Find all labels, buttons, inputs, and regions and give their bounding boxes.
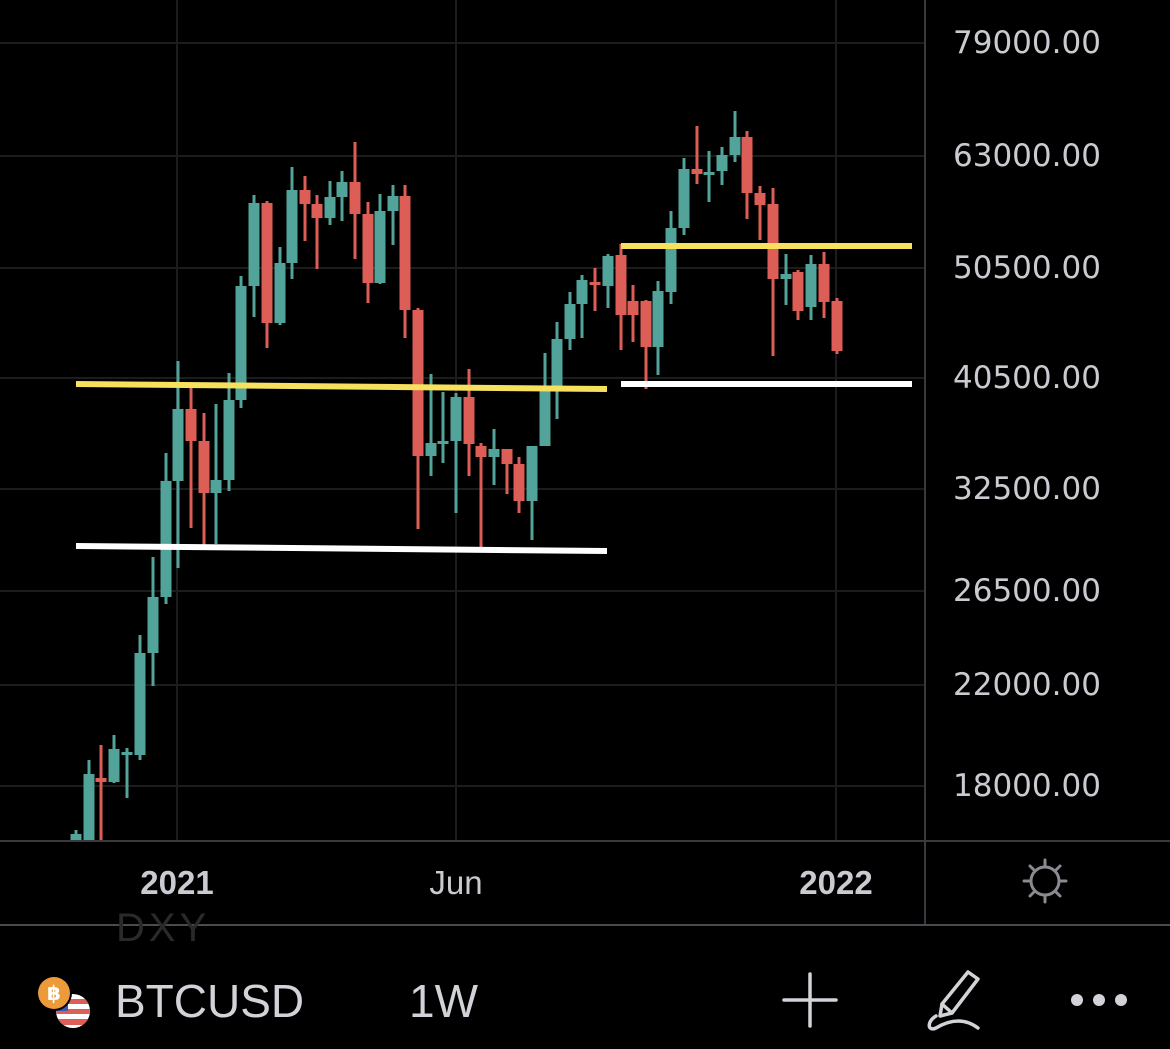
candle[interactable] xyxy=(640,300,652,389)
candle[interactable] xyxy=(513,457,525,513)
support-line-1[interactable] xyxy=(75,543,608,554)
candle[interactable] xyxy=(691,126,703,184)
candle[interactable] xyxy=(652,281,664,375)
candle[interactable] xyxy=(501,449,513,494)
candlestick-series[interactable] xyxy=(70,111,843,840)
candle[interactable] xyxy=(450,393,462,513)
candle[interactable] xyxy=(729,111,741,162)
candle[interactable] xyxy=(223,373,235,491)
candle[interactable] xyxy=(792,270,804,320)
more-horizontal-icon xyxy=(1071,994,1127,1006)
candle[interactable] xyxy=(399,185,411,338)
candle[interactable] xyxy=(589,268,601,311)
candle[interactable] xyxy=(475,443,487,549)
price-tick-label: 50500.00 xyxy=(953,250,1101,286)
chart-area[interactable] xyxy=(0,0,1170,926)
candle[interactable] xyxy=(539,353,551,446)
candle[interactable] xyxy=(615,244,627,350)
candle[interactable] xyxy=(70,830,82,840)
svg-text:฿: ฿ xyxy=(47,981,61,1005)
candle[interactable] xyxy=(248,195,260,317)
candle[interactable] xyxy=(818,252,830,318)
candle[interactable] xyxy=(488,429,500,485)
candle[interactable] xyxy=(564,292,576,350)
candle[interactable] xyxy=(274,247,286,325)
candle[interactable] xyxy=(121,748,133,798)
candle[interactable] xyxy=(324,181,336,225)
price-tick-label: 26500.00 xyxy=(953,573,1101,609)
time-tick-label: Jun xyxy=(429,864,483,901)
candle[interactable] xyxy=(108,735,120,783)
candle[interactable] xyxy=(311,195,323,269)
trend-line-drawings[interactable] xyxy=(75,243,912,554)
candle[interactable] xyxy=(602,254,614,308)
candle[interactable] xyxy=(805,255,817,320)
gear-icon xyxy=(1022,858,1068,904)
candle[interactable] xyxy=(261,201,273,348)
candle[interactable] xyxy=(147,557,159,686)
candle[interactable] xyxy=(210,404,222,544)
candle[interactable] xyxy=(831,298,843,354)
candle[interactable] xyxy=(286,167,298,279)
candle[interactable] xyxy=(362,202,374,303)
candle[interactable] xyxy=(526,446,538,540)
price-tick-label: 32500.00 xyxy=(953,471,1101,507)
candle[interactable] xyxy=(336,171,348,221)
candle[interactable] xyxy=(412,308,424,529)
candle[interactable] xyxy=(95,745,107,840)
price-tick-label: 79000.00 xyxy=(953,25,1101,61)
symbol-name[interactable]: BTCUSD xyxy=(115,975,305,1027)
time-tick-label: 2022 xyxy=(799,864,873,901)
candle[interactable] xyxy=(299,176,311,241)
candle[interactable] xyxy=(198,413,210,548)
candle[interactable] xyxy=(172,361,184,568)
drawing-tools-button[interactable] xyxy=(922,966,988,1034)
candle[interactable] xyxy=(767,188,779,356)
time-tick-label: 2021 xyxy=(140,864,214,901)
price-tick-label: 18000.00 xyxy=(953,768,1101,804)
candle[interactable] xyxy=(185,384,197,528)
bitcoin-icon: ฿ xyxy=(36,975,72,1011)
add-indicator-button[interactable] xyxy=(782,972,838,1028)
candle[interactable] xyxy=(134,635,146,760)
more-options-button[interactable] xyxy=(1068,985,1130,1015)
price-tick-label: 22000.00 xyxy=(953,667,1101,703)
candle[interactable] xyxy=(551,322,563,419)
candle[interactable] xyxy=(576,275,588,338)
candle[interactable] xyxy=(374,194,386,284)
candle[interactable] xyxy=(716,147,728,185)
candle[interactable] xyxy=(627,285,639,342)
symbol-icon[interactable]: ฿ xyxy=(36,975,94,1030)
candle[interactable] xyxy=(741,131,753,219)
candle[interactable] xyxy=(678,158,690,235)
candle[interactable] xyxy=(83,760,95,840)
candle[interactable] xyxy=(780,254,792,305)
interval-selector[interactable]: 1W xyxy=(409,975,478,1027)
candle[interactable] xyxy=(437,392,449,463)
chart-settings-button[interactable] xyxy=(1020,856,1070,906)
candle[interactable] xyxy=(703,151,715,202)
candle[interactable] xyxy=(425,374,437,476)
price-tick-label: 40500.00 xyxy=(953,360,1101,396)
candle[interactable] xyxy=(387,185,399,245)
candle[interactable] xyxy=(665,211,677,304)
candle[interactable] xyxy=(349,142,361,259)
candle[interactable] xyxy=(754,186,766,240)
background-symbol-watermark: DXY xyxy=(116,908,211,946)
price-tick-label: 63000.00 xyxy=(953,138,1101,174)
candle[interactable] xyxy=(160,453,172,604)
resistance-line-1[interactable] xyxy=(75,381,608,392)
pencil-icon xyxy=(927,970,980,1031)
plus-icon xyxy=(782,972,838,1028)
